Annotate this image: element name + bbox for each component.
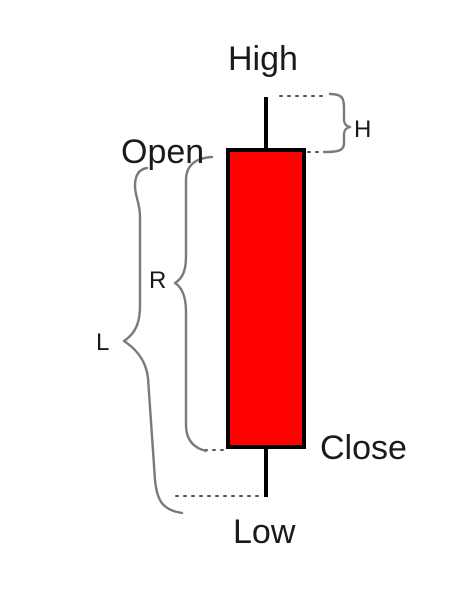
candle-body (226, 148, 306, 449)
h-label: H (354, 116, 371, 143)
low-label: Low (233, 513, 296, 551)
r-label: R (149, 267, 166, 294)
h-brace (322, 92, 352, 154)
l-brace (122, 166, 184, 515)
r-brace (173, 155, 214, 453)
close-label: Close (320, 429, 407, 467)
open-label: Open (121, 133, 204, 171)
high-label: High (228, 40, 298, 78)
l-label: L (96, 329, 109, 356)
